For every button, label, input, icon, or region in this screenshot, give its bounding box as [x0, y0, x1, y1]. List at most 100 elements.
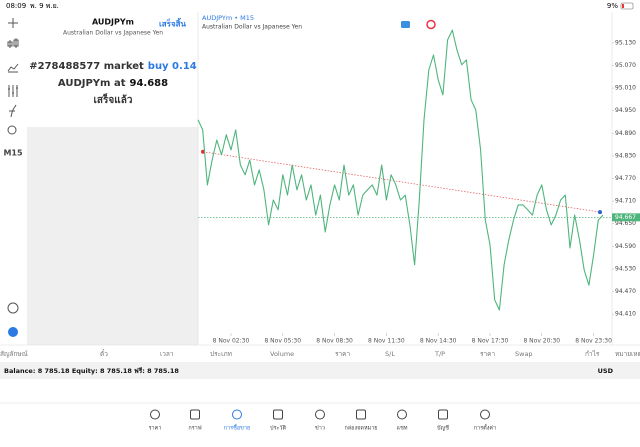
candles-icon[interactable]	[7, 38, 19, 48]
tab-label: ประวัติ	[270, 425, 286, 432]
status-time: 08:09	[6, 2, 26, 10]
x-tick-label: 8 Nov 20:30	[523, 338, 560, 345]
column-header: Swap	[515, 350, 533, 358]
y-tick-label: 95.070	[615, 62, 636, 69]
balance-row	[0, 362, 640, 379]
trendline	[202, 151, 601, 213]
message-trade: buy 0.14	[148, 61, 197, 72]
tab[interactable]: ราคา	[149, 409, 162, 432]
column-header: สัญลักษณ์	[0, 350, 28, 358]
y-tick-label: 94.650	[615, 220, 636, 227]
status-battery: 9%	[607, 2, 618, 10]
tab-label: ราคา	[149, 426, 162, 432]
tab-label: บัญชี	[437, 425, 449, 432]
x-tick-label: 8 Nov 05:30	[264, 338, 301, 345]
tab[interactable]: บัญชี	[437, 409, 449, 432]
tab-label: ข่าว	[315, 426, 325, 432]
battery-level	[622, 4, 624, 8]
column-header: ราคา	[335, 350, 350, 358]
y-tick-label: 94.590	[615, 243, 636, 250]
column-header: ตั๋ว	[100, 349, 108, 358]
tab[interactable]: แชท	[397, 409, 408, 432]
chart-symbol: AUDJPYm • M15	[202, 14, 254, 22]
tab-icon	[438, 409, 448, 420]
battery-icon	[620, 2, 634, 10]
search-icon[interactable]	[7, 302, 19, 314]
timeframe[interactable]: M15	[3, 149, 23, 158]
toolbar-icons	[7, 18, 19, 314]
column-header: ราคา	[480, 350, 495, 358]
message-price: 94.688	[129, 78, 168, 89]
y-tick-label: 94.410	[615, 311, 636, 318]
column-header: Volume	[270, 350, 294, 358]
column-header: T/P	[434, 350, 445, 358]
settings-icon[interactable]	[8, 85, 18, 97]
y-tick-label: 95.010	[615, 85, 636, 92]
message-text: AUDJPYm at	[58, 78, 126, 89]
tab-label: การซื้อขาย	[224, 424, 250, 432]
current-price-label: 94.667	[615, 214, 636, 221]
tab[interactable]: การซื้อขาย	[224, 409, 250, 432]
column-header: หมายเหตุ	[615, 350, 640, 358]
column-header: S/L	[385, 350, 395, 358]
message-line3: เสร็จแล้ว	[94, 92, 133, 106]
tab-icon	[356, 409, 366, 420]
tab-icon	[397, 409, 407, 420]
tab-label: การตั้งค่า	[474, 424, 496, 432]
balance: Balance: 8 785.18 Equity: 8 785.18 ฟรี: …	[4, 367, 179, 375]
x-tick-label: 8 Nov 23:30	[575, 338, 612, 345]
tab-label: กล่องจดหมาย	[344, 426, 377, 432]
tab[interactable]: กล่องจดหมาย	[344, 409, 378, 432]
trendline-end	[598, 210, 602, 215]
message-line1: #278488577 market buy 0.14	[29, 61, 197, 72]
current-price-tag	[612, 213, 640, 222]
indicators-icon[interactable]	[7, 63, 19, 73]
done-button[interactable]: เสร็จสิ้น	[159, 18, 186, 29]
tab[interactable]: ข่าว	[315, 409, 325, 432]
tab[interactable]: การตั้งค่า	[474, 409, 496, 432]
currency: USD	[598, 367, 614, 375]
y-tick-label: 94.950	[615, 107, 636, 114]
tab-icon	[315, 409, 325, 420]
tab[interactable]: กราฟ	[188, 409, 202, 432]
panel-description: Australian Dollar vs Japanese Yen	[63, 30, 163, 37]
tab-label: กราฟ	[188, 425, 201, 432]
y-tick-label: 94.710	[615, 198, 636, 205]
tab-icon	[190, 409, 200, 420]
tab-label: แชท	[397, 425, 408, 432]
y-tick-label: 94.770	[615, 175, 636, 182]
toolbar	[0, 12, 27, 345]
y-tick-label: 94.470	[615, 288, 636, 295]
message-line2: AUDJPYm at 94.688	[58, 78, 168, 89]
panel-symbol[interactable]: AUDJPYm	[92, 18, 134, 27]
tab-icon	[150, 409, 160, 420]
tab[interactable]: ประวัติ	[270, 409, 286, 432]
column-header: ประเภท	[210, 350, 232, 358]
app-icon[interactable]	[8, 327, 18, 337]
function-icon[interactable]	[9, 104, 17, 118]
y-tick-label: 94.890	[615, 130, 636, 137]
x-tick-label: 8 Nov 02:30	[213, 338, 250, 345]
alert-icon[interactable]	[426, 19, 436, 30]
x-tick-label: 8 Nov 08:30	[316, 338, 353, 345]
tab-icon	[480, 409, 490, 420]
status-date: พ. 9 พ.ย.	[30, 2, 59, 10]
order-panel	[27, 12, 198, 127]
y-tick-label: 94.530	[615, 265, 636, 272]
price-line	[197, 29, 604, 311]
panel-shade	[27, 127, 198, 345]
column-header: กำไร	[585, 350, 600, 358]
trade-icon[interactable]	[401, 21, 410, 28]
x-tick-label: 8 Nov 14:30	[420, 338, 457, 345]
crosshair-icon[interactable]	[8, 18, 18, 28]
x-tick-label: 8 Nov 11:30	[368, 338, 405, 345]
column-header: เวลา	[160, 350, 174, 358]
y-tick-label: 94.830	[615, 152, 636, 159]
objects-icon[interactable]	[7, 125, 17, 135]
x-tick-label: 8 Nov 17:30	[472, 338, 509, 345]
tab-icon	[232, 409, 242, 420]
chart-description: Australian Dollar vs Japanese Yen	[202, 24, 302, 31]
tab-icon	[273, 409, 283, 420]
y-tick-label: 95.130	[615, 39, 636, 46]
